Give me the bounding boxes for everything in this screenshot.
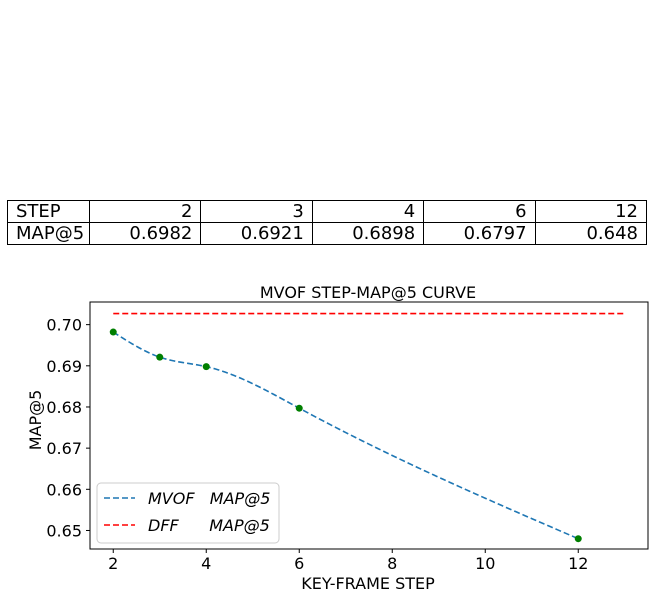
legend-label: DFF MAP@5 [148, 516, 270, 535]
table-cell: 0.6982 [88, 222, 202, 245]
x-tick-label: 6 [294, 554, 304, 573]
plot-area [109, 312, 625, 543]
table-cell: 0.6898 [311, 222, 425, 245]
table-cell: 12 [534, 200, 648, 223]
row-header-step: STEP [7, 200, 90, 223]
chart-title: MVOF STEP-MAP@5 CURVE [260, 283, 476, 302]
y-tick-label: 0.65 [46, 521, 82, 540]
plot-frame [89, 301, 649, 550]
legend-label: MVOF MAP@5 [148, 489, 270, 508]
x-tick-label: 8 [387, 554, 397, 573]
y-tick-label: 0.69 [46, 357, 82, 376]
legend: MVOF MAP@5 DFF MAP@5 [96, 482, 280, 544]
y-axis-label: MAP@5 [26, 390, 45, 451]
table-cell: 0.648 [534, 222, 648, 245]
x-tick-label: 12 [568, 554, 588, 573]
table-row-step: STEP 2 3 4 6 12 [7, 200, 648, 223]
data-point [156, 353, 164, 361]
data-point [109, 328, 117, 336]
x-tick-label: 10 [475, 554, 495, 573]
row-header-map5: MAP@5 [7, 222, 90, 245]
table-cell: 0.6921 [200, 222, 313, 245]
y-tick-label: 0.66 [46, 480, 82, 499]
y-tick-label: 0.68 [46, 398, 82, 417]
y-tick-label: 0.67 [46, 439, 82, 458]
data-point [202, 363, 210, 371]
table-cell: 0.6797 [423, 222, 536, 245]
y-tick-label: 0.70 [46, 316, 82, 335]
data-point [295, 404, 303, 412]
series-line-0 [112, 331, 579, 540]
legend-box [96, 482, 280, 544]
data-point [574, 535, 582, 543]
x-tick-label: 4 [201, 554, 211, 573]
table-row-map5: MAP@5 0.6982 0.6921 0.6898 0.6797 0.648 [7, 222, 648, 245]
x-axis-label: KEY-FRAME STEP [301, 574, 435, 593]
x-tick-label: 2 [108, 554, 118, 573]
axis-ticks: 2 4 6 8 10 12 0.65 0.66 0.67 0.68 0.69 0.70 [46, 316, 588, 573]
results-table: STEP 2 3 4 6 12 MAP@5 0.6982 0.6921 0.68… [7, 200, 648, 245]
